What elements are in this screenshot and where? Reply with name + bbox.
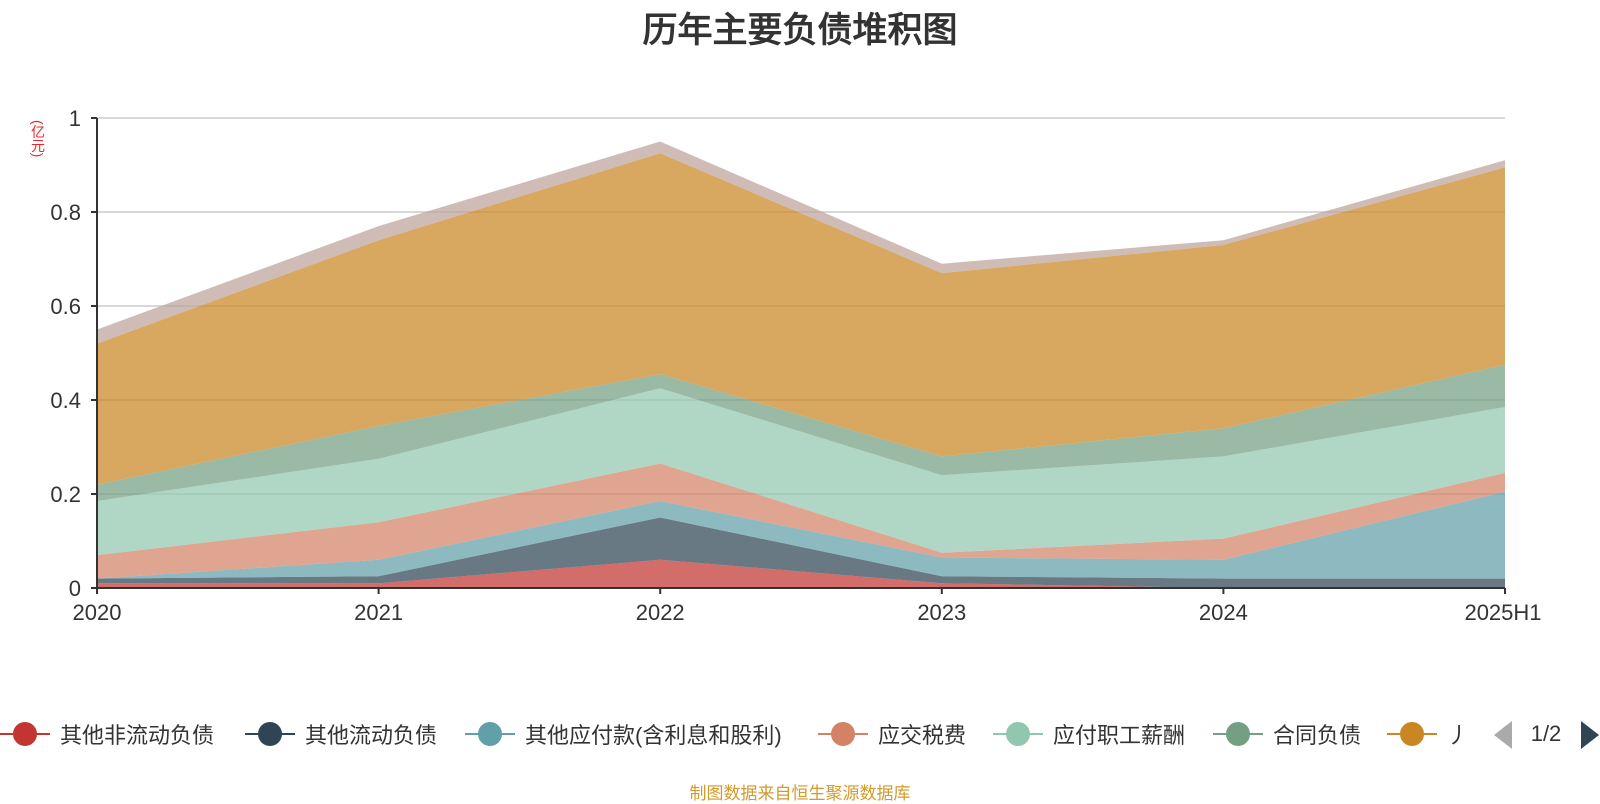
legend-item[interactable]: 合同负债 [1213, 717, 1361, 751]
legend-label: 合同负债 [1273, 723, 1362, 748]
legend-label: 其他流动负债 [305, 723, 438, 748]
y-tick-label: 0.2 [50, 482, 81, 507]
legend-marker-icon [245, 719, 295, 749]
y-tick-label: 1 [69, 106, 81, 131]
data-source-note: 制图数据来自恒生聚源数据库 [689, 784, 911, 803]
x-tick-label: 2024 [1199, 600, 1248, 625]
y-tick-label: 0.6 [50, 294, 81, 319]
chart-title: 历年主要负债堆积图 [642, 11, 958, 50]
area-series-6 [97, 153, 1505, 485]
legend-label: 应交税费 [878, 723, 967, 748]
legend-page-indicator: 1/2 [1530, 721, 1562, 746]
y-tick-label: 0.4 [50, 388, 81, 413]
area-series-4 [97, 388, 1505, 556]
legend-pager: 1/2 [1494, 717, 1600, 751]
legend-label: 其他非流动负债 [60, 723, 215, 748]
legend-marker-icon [1387, 719, 1437, 749]
legend-item[interactable]: 其他流动负债 [245, 717, 437, 751]
y-tick-label: 0 [69, 576, 81, 601]
x-tick-label: 2020 [73, 600, 122, 625]
legend-marker-icon [818, 719, 868, 749]
legend-item[interactable]: 应付职工薪酬 [993, 717, 1185, 751]
x-tick-label: 2023 [917, 600, 966, 625]
x-tick-label: 2025H1 [1464, 600, 1541, 625]
y-axis-unit-label: (亿元) [30, 120, 46, 158]
legend-marker-icon [465, 719, 515, 749]
legend-label: 其他应付款(含利息和股利) [525, 723, 782, 748]
legend-item[interactable]: 应交税费 [818, 717, 966, 751]
area-series-2 [97, 491, 1505, 579]
legend-item[interactable]: 丿 [1387, 717, 1469, 751]
legend-marker-icon [0, 719, 50, 749]
legend-label: 丿 [1447, 723, 1470, 748]
x-tick-label: 2022 [636, 600, 685, 625]
legend-next-page-arrow-icon[interactable] [1581, 721, 1599, 749]
stacked-area-chart: 0 0.2 0.4 0.6 0.8 1 2020 2021 2022 2023 2024 2025H1 [50, 106, 1541, 625]
legend-marker-icon [993, 719, 1043, 749]
area-series-1 [97, 517, 1505, 588]
area-series-3 [97, 463, 1505, 579]
legend-item[interactable]: 其他非流动负债 [0, 717, 214, 751]
area-series-7 [97, 141, 1505, 344]
legend-item[interactable]: 其他应付款(含利息和股利) [465, 717, 782, 751]
legend-prev-page-arrow-icon[interactable] [1494, 721, 1512, 749]
area-series-0 [97, 559, 1505, 588]
legend-marker-icon [1213, 719, 1263, 749]
area-series-5 [97, 364, 1505, 502]
legend-label: 应付职工薪酬 [1053, 723, 1186, 748]
y-tick-label: 0.8 [50, 200, 81, 225]
x-tick-label: 2021 [354, 600, 403, 625]
chart-legend: 其他非流动负债 其他流动负债 其他应付款(含利息和股利) 应交税费 应付职工薪酬 合同负债… [0, 717, 1490, 751]
